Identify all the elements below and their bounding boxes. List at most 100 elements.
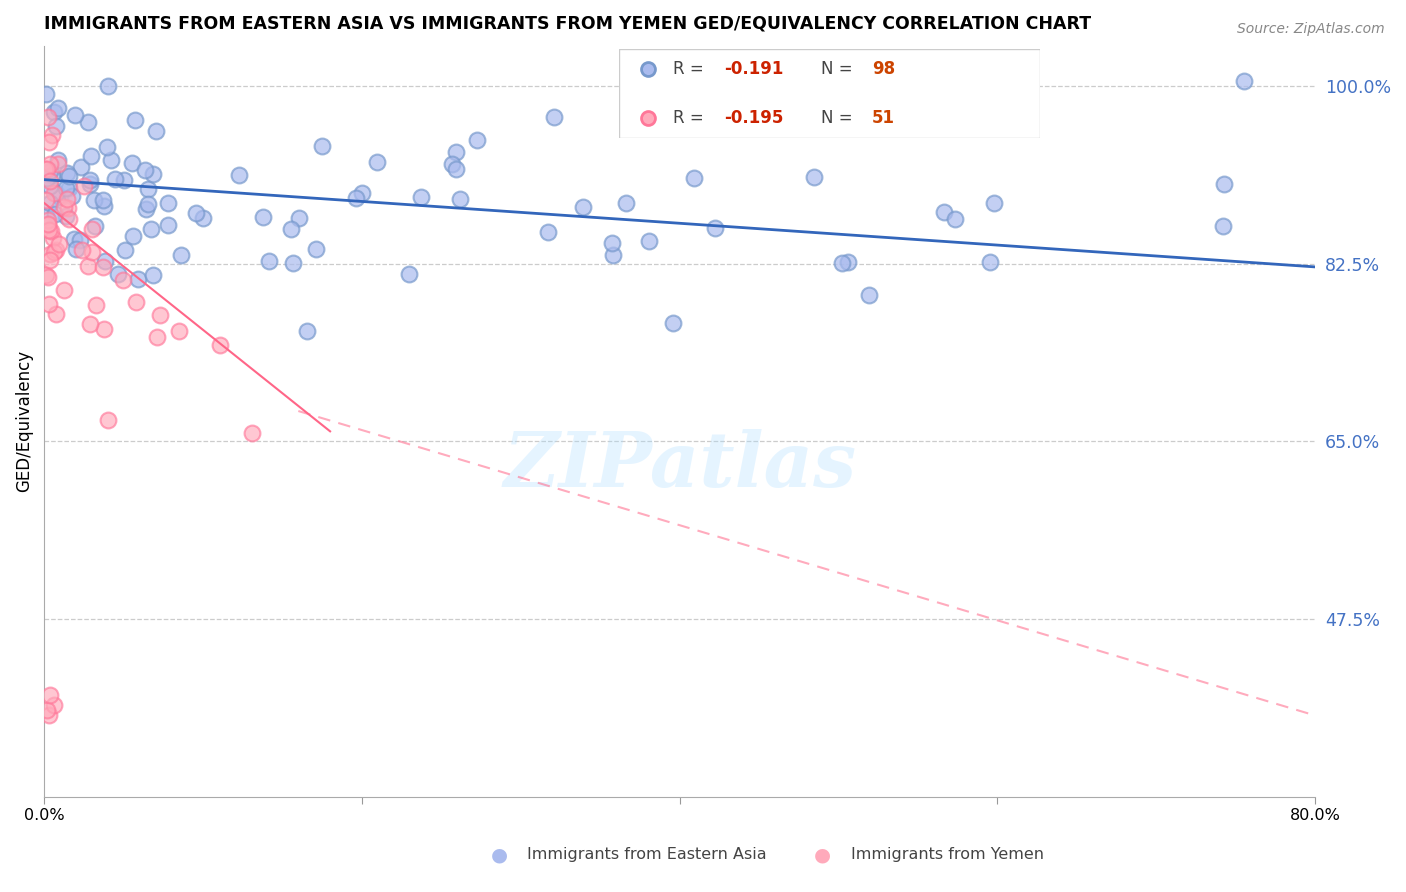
Point — [38, 708, 60, 723]
Point — [127, 272, 149, 286]
Point — [112, 173, 135, 187]
Point — [56, 201, 79, 215]
Text: R =: R = — [673, 60, 710, 78]
Point — [145, 123, 167, 137]
Point — [305, 242, 328, 256]
Point — [83, 194, 105, 208]
Point — [42, 698, 65, 713]
Point — [139, 221, 162, 235]
Point — [38, 297, 60, 311]
Point — [932, 205, 955, 219]
Point — [943, 211, 966, 226]
Point — [1213, 177, 1236, 191]
Point — [134, 162, 156, 177]
Point — [48, 236, 70, 251]
Point — [69, 233, 91, 247]
Point — [37, 269, 59, 284]
Point — [93, 199, 115, 213]
Point — [142, 167, 165, 181]
Point — [35, 209, 58, 223]
Point — [34, 162, 56, 177]
Point — [167, 324, 190, 338]
Point — [80, 245, 103, 260]
Point — [136, 197, 159, 211]
Point — [444, 145, 467, 160]
Point — [186, 205, 208, 219]
Point — [48, 156, 70, 170]
Point — [42, 105, 65, 120]
Text: N =: N = — [821, 109, 858, 128]
Point — [35, 162, 58, 177]
Point — [259, 254, 281, 268]
Point — [80, 149, 103, 163]
Point — [41, 128, 63, 142]
Point — [1233, 74, 1256, 88]
Point — [398, 267, 420, 281]
Point — [70, 160, 93, 174]
Point — [600, 235, 623, 250]
Point — [38, 135, 60, 149]
Point — [107, 267, 129, 281]
Point — [41, 168, 63, 182]
Text: ●: ● — [814, 845, 831, 864]
Point — [39, 157, 62, 171]
Point — [682, 170, 704, 185]
Point — [38, 253, 60, 268]
Point — [58, 181, 80, 195]
Text: R =: R = — [673, 109, 710, 128]
Point — [297, 324, 319, 338]
FancyBboxPatch shape — [619, 49, 1040, 138]
Point — [39, 195, 62, 210]
Point — [37, 170, 59, 185]
Text: Immigrants from Yemen: Immigrants from Yemen — [851, 847, 1043, 862]
Point — [63, 108, 86, 122]
Point — [979, 255, 1001, 269]
Point — [35, 268, 58, 282]
Point — [73, 178, 96, 193]
Point — [76, 260, 98, 274]
Point — [37, 218, 59, 232]
Point — [156, 196, 179, 211]
Point — [283, 256, 305, 270]
Point — [45, 119, 67, 133]
Point — [70, 243, 93, 257]
Point — [37, 110, 59, 124]
Text: IMMIGRANTS FROM EASTERN ASIA VS IMMIGRANTS FROM YEMEN GED/EQUIVALENCY CORRELATIO: IMMIGRANTS FROM EASTERN ASIA VS IMMIGRAN… — [44, 15, 1091, 33]
Point — [122, 229, 145, 244]
Point — [39, 688, 62, 702]
Point — [39, 178, 62, 193]
Point — [42, 245, 65, 260]
Point — [704, 221, 727, 235]
Point — [91, 194, 114, 208]
Point — [55, 209, 77, 223]
Point — [91, 260, 114, 275]
Point — [97, 79, 120, 94]
Point — [93, 322, 115, 336]
Point — [82, 221, 104, 235]
Point — [543, 110, 565, 124]
Point — [79, 318, 101, 332]
Point — [37, 703, 59, 717]
Point — [35, 87, 58, 102]
Point — [37, 212, 59, 227]
Point — [637, 234, 659, 248]
Point — [39, 224, 62, 238]
Point — [240, 425, 263, 440]
Text: 98: 98 — [872, 60, 894, 78]
Point — [409, 190, 432, 204]
Point — [44, 206, 66, 220]
Point — [537, 226, 560, 240]
Text: N =: N = — [821, 60, 858, 78]
Point — [170, 247, 193, 261]
Text: -0.191: -0.191 — [724, 60, 783, 78]
Point — [142, 268, 165, 282]
Point — [42, 231, 65, 245]
Point — [37, 217, 59, 231]
Point — [1212, 219, 1234, 234]
Point — [602, 248, 624, 262]
Text: 51: 51 — [872, 109, 894, 128]
Point — [53, 283, 76, 297]
Point — [983, 196, 1005, 211]
Point — [252, 210, 274, 224]
Point — [614, 196, 637, 211]
